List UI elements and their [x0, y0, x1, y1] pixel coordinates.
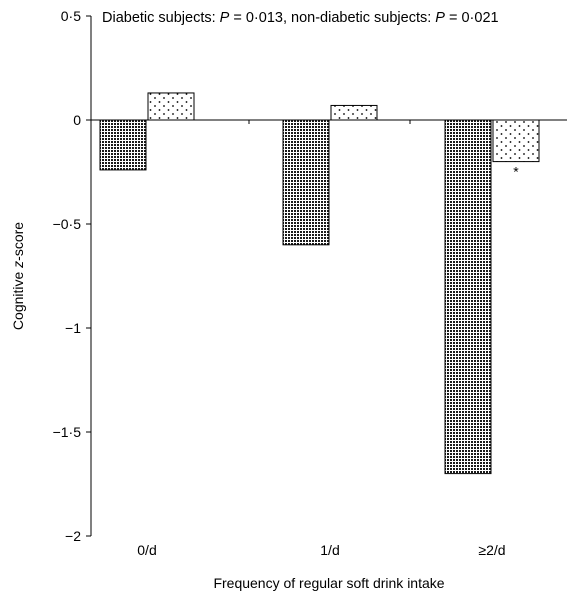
bar-non-diabetic: [493, 120, 539, 162]
y-axis-ticks: 0·5 0 −0·5 −1 −1·5 −2: [53, 8, 91, 544]
x-tick-label: 1/d: [320, 542, 339, 558]
x-tick-label: 0/d: [137, 542, 156, 558]
bars-group: [100, 93, 539, 474]
p-value-annotation: Diabetic subjects: P = 0·013, non-diabet…: [102, 10, 499, 26]
y-tick-label: −2: [65, 528, 81, 544]
significance-asterisk: *: [513, 164, 519, 180]
y-tick-label: −1: [65, 320, 81, 336]
bar-non-diabetic: [331, 105, 377, 120]
x-tick-label: ≥2/d: [478, 542, 505, 558]
bar-diabetic: [283, 120, 329, 245]
y-tick-label: 0: [73, 112, 81, 128]
y-tick-label: −1·5: [53, 424, 82, 440]
bar-non-diabetic: [148, 93, 194, 120]
y-axis-title: Cognitive z-score: [10, 222, 26, 330]
x-axis-title: Frequency of regular soft drink intake: [213, 575, 444, 591]
bar-diabetic: [445, 120, 491, 474]
y-tick-label: −0·5: [53, 216, 82, 232]
y-tick-label: 0·5: [61, 8, 81, 24]
significance-markers: *: [513, 164, 519, 180]
bar-diabetic: [100, 120, 146, 170]
